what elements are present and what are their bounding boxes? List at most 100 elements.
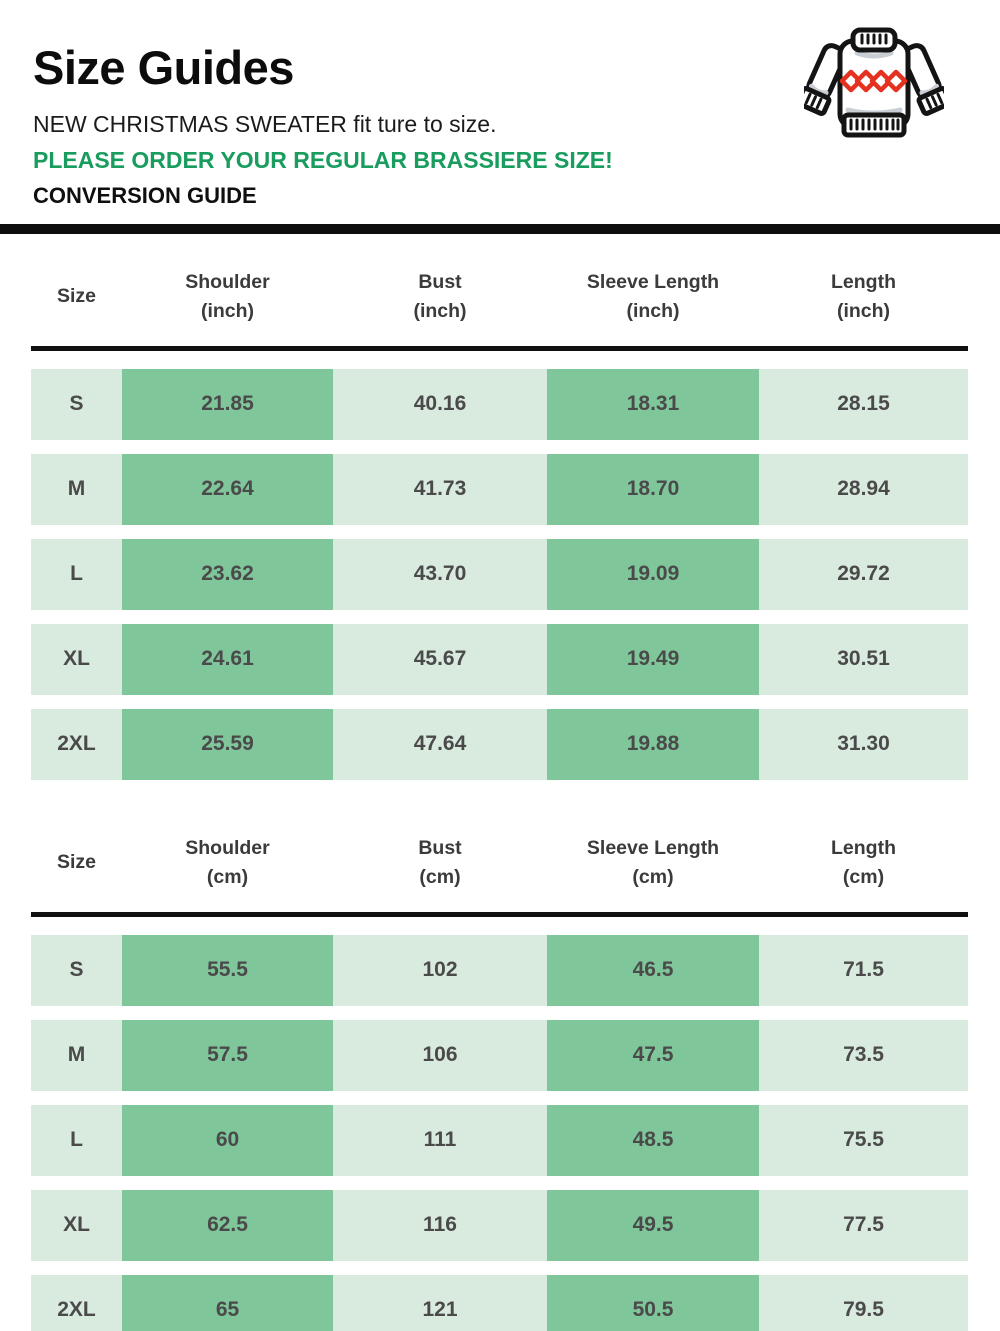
column-header-sleeve-length: Sleeve Length (cm) — [547, 834, 759, 892]
column-header-shoulder: Shoulder (cm) — [122, 834, 333, 892]
cell-shoulder: 62.5 — [122, 1189, 333, 1261]
column-header-unit: (inch) — [836, 299, 891, 322]
cell-size: L — [31, 538, 122, 610]
cell-bust: 40.16 — [333, 368, 547, 440]
table-row: XL 24.61 45.67 19.49 30.51 — [31, 623, 968, 695]
cell-bust: 121 — [333, 1274, 547, 1331]
cell-bust: 111 — [333, 1104, 547, 1176]
column-header-size: Size — [31, 268, 122, 326]
cell-size: S — [31, 934, 122, 1006]
subtitle: NEW CHRISTMAS SWEATER fit ture to size. — [33, 111, 497, 137]
cell-bust: 45.67 — [333, 623, 547, 695]
cell-shoulder: 65 — [122, 1274, 333, 1331]
table-row: L 23.62 43.70 19.09 29.72 — [31, 538, 968, 610]
cell-sleeve-length: 19.88 — [547, 708, 759, 780]
column-header-label: Shoulder — [185, 270, 270, 293]
column-header-size: Size — [31, 834, 122, 892]
cell-bust: 106 — [333, 1019, 547, 1091]
column-header-label: Size — [56, 285, 97, 308]
cell-sleeve-length: 19.09 — [547, 538, 759, 610]
cell-bust: 43.70 — [333, 538, 547, 610]
cell-size: 2XL — [31, 1274, 122, 1331]
column-header-bust: Bust (cm) — [333, 834, 547, 892]
cell-shoulder: 55.5 — [122, 934, 333, 1006]
cell-size: L — [31, 1104, 122, 1176]
column-header-label: Size — [56, 851, 97, 874]
cell-length: 30.51 — [759, 623, 968, 695]
conversion-guide-label: CONVERSION GUIDE — [33, 183, 257, 209]
cell-sleeve-length: 48.5 — [547, 1104, 759, 1176]
cell-length: 71.5 — [759, 934, 968, 1006]
column-header-label: Length — [831, 836, 896, 859]
column-header-bust: Bust (inch) — [333, 268, 547, 326]
cell-shoulder: 22.64 — [122, 453, 333, 525]
column-header-label: Bust — [418, 836, 462, 859]
size-table-inch: Size Shoulder (inch) Bust (inch) Sleeve … — [31, 234, 968, 780]
table-body: S 21.85 40.16 18.31 28.15 M 22.64 41.73 … — [31, 351, 968, 780]
cell-length: 73.5 — [759, 1019, 968, 1091]
order-notice: PLEASE ORDER YOUR REGULAR BRASSIERE SIZE… — [33, 146, 613, 173]
column-header-label: Shoulder — [185, 836, 270, 859]
table-row: 2XL 65 121 50.5 79.5 — [31, 1274, 968, 1331]
cell-length: 77.5 — [759, 1189, 968, 1261]
section-divider — [0, 223, 1000, 234]
size-table-cm: Size Shoulder (cm) Bust (cm) Sleeve Leng… — [31, 794, 968, 1331]
cell-bust: 116 — [333, 1189, 547, 1261]
cell-length: 28.15 — [759, 368, 968, 440]
column-header-label: Sleeve Length — [586, 836, 720, 859]
cell-shoulder: 24.61 — [122, 623, 333, 695]
table-header-row: Size Shoulder (cm) Bust (cm) Sleeve Leng… — [31, 794, 968, 917]
column-header-shoulder: Shoulder (inch) — [122, 268, 333, 326]
cell-shoulder: 21.85 — [122, 368, 333, 440]
cell-sleeve-length: 18.31 — [547, 368, 759, 440]
page-title: Size Guides — [33, 41, 294, 94]
table-row: XL 62.5 116 49.5 77.5 — [31, 1189, 968, 1261]
column-header-length: Length (cm) — [759, 834, 968, 892]
christmas-sweater-icon — [795, 26, 953, 150]
cell-sleeve-length: 49.5 — [547, 1189, 759, 1261]
cell-sleeve-length: 47.5 — [547, 1019, 759, 1091]
cell-size: M — [31, 1019, 122, 1091]
column-header-unit: (cm) — [419, 865, 461, 888]
column-header-unit: (cm) — [206, 865, 249, 888]
cell-shoulder: 23.62 — [122, 538, 333, 610]
column-header-label: Length — [831, 270, 896, 293]
cell-length: 75.5 — [759, 1104, 968, 1176]
cell-sleeve-length: 19.49 — [547, 623, 759, 695]
cell-length: 31.30 — [759, 708, 968, 780]
column-header-unit: (inch) — [200, 299, 255, 322]
cell-shoulder: 25.59 — [122, 708, 333, 780]
table-body: S 55.5 102 46.5 71.5 M 57.5 106 47.5 73.… — [31, 917, 968, 1331]
cell-size: XL — [31, 1189, 122, 1261]
column-header-length: Length (inch) — [759, 268, 968, 326]
column-header-sleeve-length: Sleeve Length (inch) — [547, 268, 759, 326]
table-row: M 22.64 41.73 18.70 28.94 — [31, 453, 968, 525]
cell-shoulder: 60 — [122, 1104, 333, 1176]
cell-bust: 47.64 — [333, 708, 547, 780]
column-header-label: Bust — [418, 270, 462, 293]
cell-size: 2XL — [31, 708, 122, 780]
cell-size: XL — [31, 623, 122, 695]
cell-bust: 102 — [333, 934, 547, 1006]
table-row: S 55.5 102 46.5 71.5 — [31, 934, 968, 1006]
cell-size: M — [31, 453, 122, 525]
table-row: 2XL 25.59 47.64 19.88 31.30 — [31, 708, 968, 780]
cell-shoulder: 57.5 — [122, 1019, 333, 1091]
cell-sleeve-length: 46.5 — [547, 934, 759, 1006]
cell-sleeve-length: 18.70 — [547, 453, 759, 525]
cell-sleeve-length: 50.5 — [547, 1274, 759, 1331]
cell-length: 28.94 — [759, 453, 968, 525]
table-header-row: Size Shoulder (inch) Bust (inch) Sleeve … — [31, 234, 968, 351]
column-header-unit: (cm) — [632, 865, 674, 888]
table-row: S 21.85 40.16 18.31 28.15 — [31, 368, 968, 440]
column-header-unit: (cm) — [842, 865, 885, 888]
cell-size: S — [31, 368, 122, 440]
column-header-unit: (inch) — [626, 299, 680, 322]
cell-length: 79.5 — [759, 1274, 968, 1331]
cell-bust: 41.73 — [333, 453, 547, 525]
column-header-label: Sleeve Length — [586, 270, 720, 293]
table-row: M 57.5 106 47.5 73.5 — [31, 1019, 968, 1091]
column-header-unit: (inch) — [413, 299, 467, 322]
header: Size Guides NEW CHRISTMAS SWEATER fit tu… — [0, 0, 1000, 210]
